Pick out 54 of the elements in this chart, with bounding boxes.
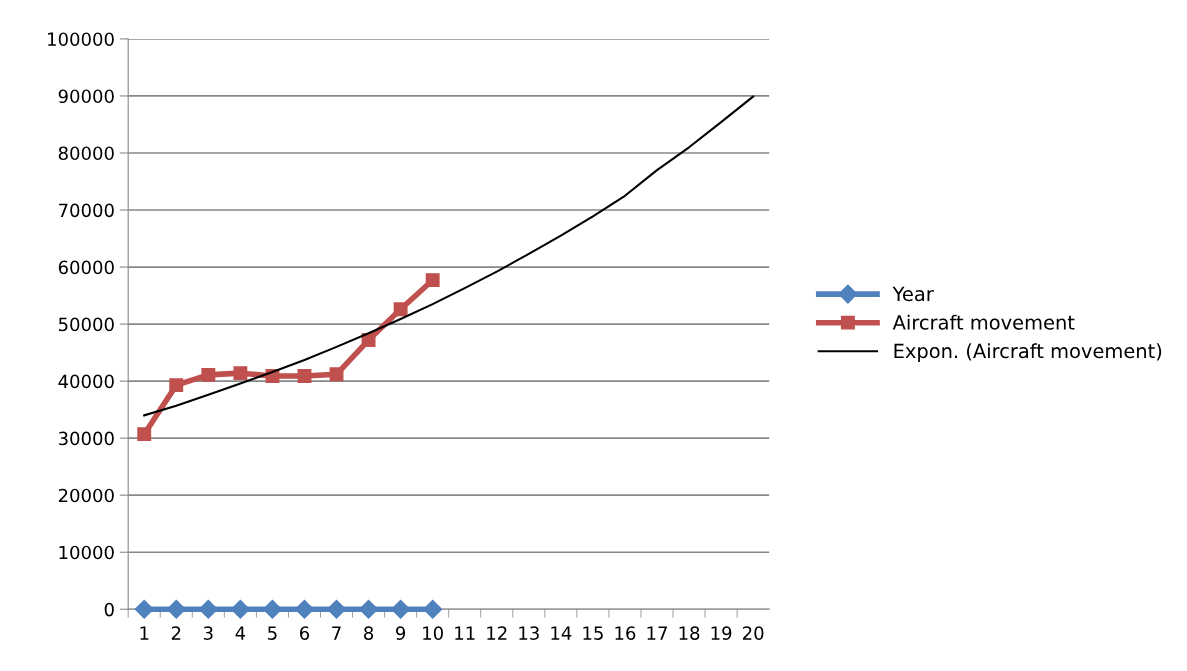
x-tick-label: 3 bbox=[203, 626, 213, 640]
x-tick-label: 13 bbox=[519, 626, 539, 640]
point bbox=[423, 599, 443, 619]
point bbox=[326, 599, 347, 619]
point bbox=[166, 599, 186, 619]
x-tick-label: 15 bbox=[583, 626, 603, 640]
x-tick-label: 9 bbox=[396, 626, 406, 640]
x-tick-label: 6 bbox=[299, 626, 310, 640]
y-tick-label: 90000 bbox=[58, 89, 114, 104]
y-tick-label: 0 bbox=[104, 602, 114, 617]
point bbox=[134, 599, 154, 619]
x-tick-label: 19 bbox=[711, 626, 732, 640]
point bbox=[169, 378, 184, 393]
point bbox=[262, 599, 282, 619]
point bbox=[393, 302, 408, 317]
y-tick-label: 30000 bbox=[58, 431, 114, 446]
point bbox=[230, 599, 250, 619]
point bbox=[233, 366, 248, 381]
x-tick-label: 5 bbox=[268, 626, 277, 640]
x-tick-label: 1 bbox=[140, 626, 149, 640]
x-tick-label: 11 bbox=[455, 626, 475, 640]
point bbox=[329, 367, 344, 382]
x-tick-label: 12 bbox=[487, 626, 507, 640]
point bbox=[359, 599, 379, 619]
x-tick-label: 10 bbox=[423, 626, 443, 640]
legend-label: Expon. (Aircraft movement) bbox=[894, 343, 1162, 363]
x-tick-label: 20 bbox=[742, 626, 764, 640]
legend-label: Year bbox=[892, 286, 934, 302]
x-tick-label: 14 bbox=[551, 626, 572, 640]
y-tick-label: 70000 bbox=[59, 203, 114, 218]
x-tick-label: 4 bbox=[235, 626, 246, 640]
y-tick-label: 40000 bbox=[58, 374, 114, 389]
y-tick-label: 10000 bbox=[59, 545, 114, 560]
x-tick-label: 18 bbox=[679, 626, 700, 640]
y-tick-label: 20000 bbox=[58, 488, 114, 503]
x-tick-label: 7 bbox=[332, 626, 341, 640]
y-tick-label: 80000 bbox=[58, 146, 114, 161]
y-tick-label: 60000 bbox=[58, 260, 114, 275]
point bbox=[294, 599, 314, 619]
point bbox=[361, 333, 376, 348]
point bbox=[425, 273, 440, 288]
x-tick-label: 17 bbox=[647, 626, 667, 640]
point bbox=[137, 427, 152, 442]
point bbox=[198, 599, 218, 619]
y-tick-label: 100000 bbox=[48, 32, 114, 47]
x-tick-label: 16 bbox=[615, 626, 636, 640]
x-tick-label: 8 bbox=[364, 626, 374, 640]
point bbox=[201, 367, 216, 382]
point bbox=[391, 599, 411, 619]
y-tick-label: 50000 bbox=[58, 317, 114, 332]
x-tick-label: 2 bbox=[171, 626, 181, 640]
legend-label: Aircraft movement bbox=[892, 314, 1075, 330]
line-series bbox=[143, 95, 755, 417]
point bbox=[297, 369, 312, 383]
